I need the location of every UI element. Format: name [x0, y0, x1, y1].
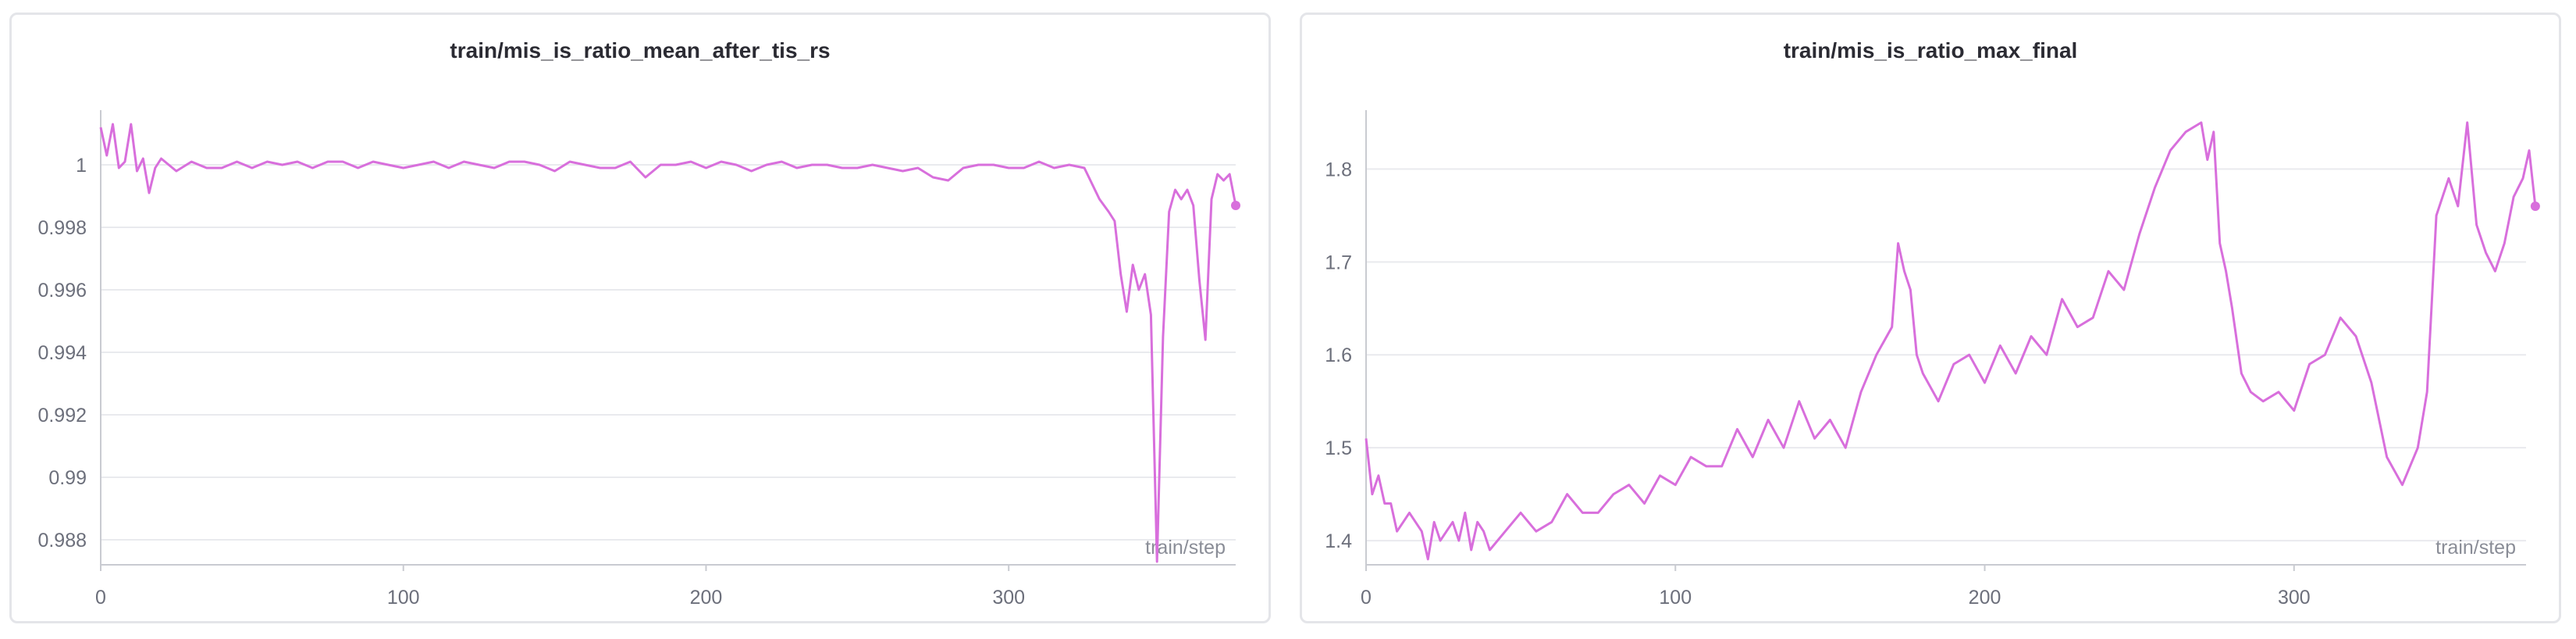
- y-tick-label: 0.992: [37, 405, 87, 427]
- x-tick-label: 0: [1361, 587, 1372, 609]
- y-tick-label: 1.5: [1325, 437, 1352, 459]
- y-tick-label: 0.998: [37, 217, 87, 239]
- chart-title: train/mis_is_ratio_mean_after_tis_rs: [450, 38, 831, 62]
- chart-title: train/mis_is_ratio_max_final: [1783, 38, 2078, 62]
- last-point-marker[interactable]: [2530, 201, 2540, 211]
- line-chart-max-final[interactable]: 1.4 1.5 1.6 1.7 1.8 0 100 200 300 train/step: [1302, 15, 2559, 621]
- y-tick-label: 0.996: [37, 280, 87, 302]
- y-tick-label: 0.988: [37, 530, 87, 552]
- line-chart-mean-after-tis-rs[interactable]: 0.988 0.99 0.992 0.994 0.996 0.998 1 0 100 200 300…: [12, 15, 1268, 621]
- chart-panel-max-final: train/mis_is_ratio_max_final 1.4 1.5 1.6 1.…: [1300, 12, 2561, 623]
- x-tick-label: 100: [1659, 587, 1692, 609]
- series-line[interactable]: [99, 123, 1237, 563]
- x-tick-label: 100: [387, 587, 420, 609]
- x-tick-label: 0: [95, 587, 106, 609]
- x-tick-label: 200: [1969, 587, 2001, 609]
- y-tick-label: 1.4: [1325, 530, 1352, 552]
- last-point-marker[interactable]: [1231, 201, 1240, 210]
- y-tick-label: 0.99: [48, 467, 87, 489]
- y-tick-label: 1.8: [1325, 159, 1352, 180]
- y-tick-label: 1.7: [1325, 252, 1352, 273]
- x-axis-label: train/step: [2435, 537, 2516, 559]
- y-tick-label: 1.6: [1325, 344, 1352, 366]
- x-tick-label: 200: [690, 587, 723, 609]
- x-tick-label: 300: [992, 587, 1025, 609]
- series-line[interactable]: [1364, 121, 2537, 561]
- y-tick-label: 0.994: [37, 342, 87, 364]
- y-tick-label: 1: [76, 155, 87, 177]
- x-tick-label: 300: [2278, 587, 2311, 609]
- chart-panel-mean-after-tis-rs: train/mis_is_ratio_mean_after_tis_rs 0.9…: [9, 12, 1271, 623]
